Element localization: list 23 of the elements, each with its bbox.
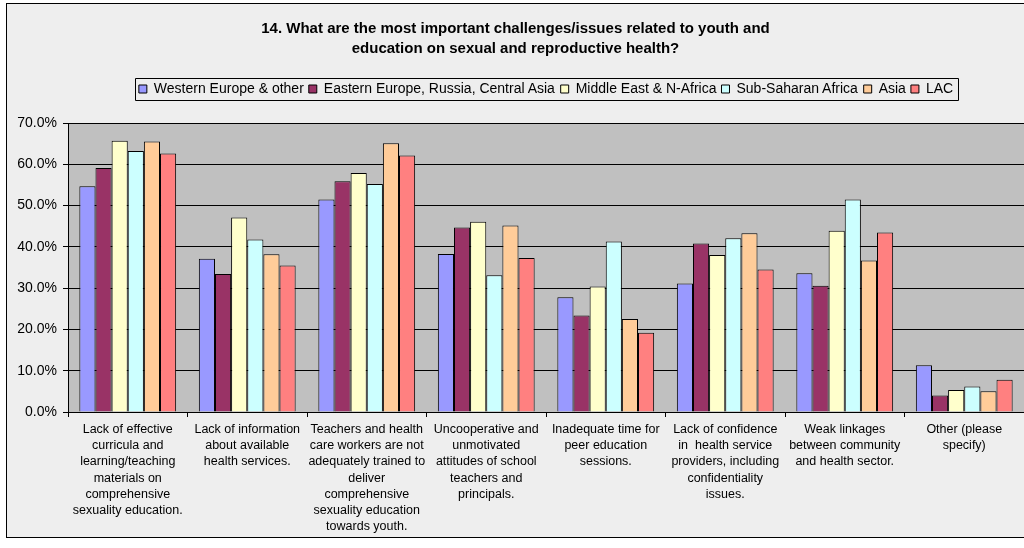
x-tick-label: Lack of effective curricula and learning/teaching materials on comprehensive sexuality education. <box>72 421 183 518</box>
legend-label: Middle East & N-Africa <box>575 79 717 96</box>
x-tick-label: Weak linkages between community and health sector. <box>789 421 902 469</box>
y-tick-label: 10.0% <box>17 361 57 378</box>
legend-label: Western Europe & other <box>153 79 305 96</box>
x-tick-label: Inadequate time for peer education sessions. <box>551 421 660 469</box>
chart-title: 14. What are the most important challenges/issues related to youth and education on sexual and reproductive health? <box>261 19 770 57</box>
y-tick-label: 30.0% <box>17 279 57 295</box>
legend-label: Sub-Saharan Africa <box>736 79 859 96</box>
x-tick-label: Other (please specify) <box>926 421 1003 452</box>
legend-label: Asia <box>878 79 907 96</box>
x-tick-label: Lack of confidence in health service providers, including confidentiality issues. <box>671 421 780 501</box>
y-tick-label: 60.0% <box>17 155 57 172</box>
x-tick-label: Teachers and health care workers are not adequately trained to deliver comprehensive sexuality education towards youth. <box>308 421 426 534</box>
y-tick-label: 40.0% <box>17 237 57 254</box>
legend-label: LAC <box>925 79 954 96</box>
y-tick-label: 50.0% <box>17 196 57 213</box>
y-tick-label: 70.0% <box>17 113 57 130</box>
y-tick-label: 20.0% <box>17 320 57 337</box>
y-tick-label: 0.0% <box>25 402 57 419</box>
x-tick-label: Uncooperative and unmotivated attitudes of school teachers and principals. <box>433 421 539 501</box>
legend-label: Eastern Europe, Russia, Central Asia <box>323 79 556 96</box>
x-tick-label: Lack of information about available health services. <box>194 421 301 469</box>
